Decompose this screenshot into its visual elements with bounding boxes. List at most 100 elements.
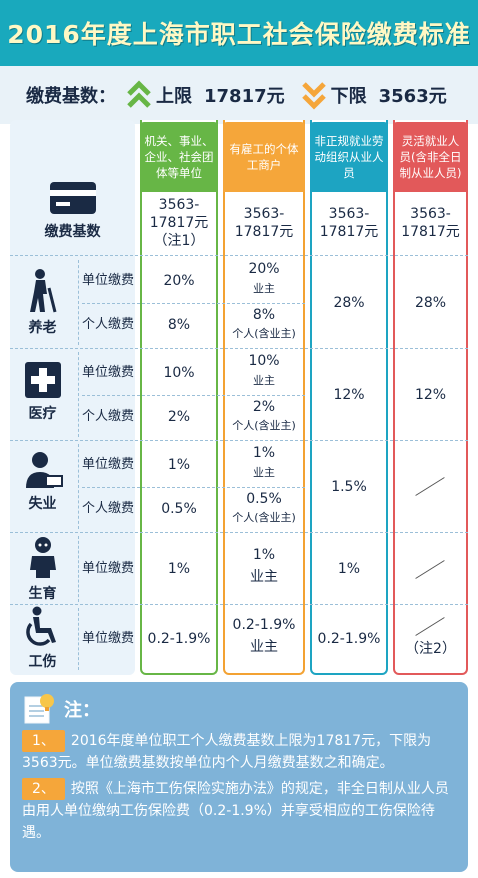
notes-panel: 注： 1、 2016年度单位职工个人缴费基数上限为17817元，下限为3563元。… [10, 682, 468, 872]
pension-category: 养老 [10, 268, 75, 337]
column-header-flexible: 灵活就业人员(含非全日制从业人员) [393, 122, 468, 192]
pension-hu-personal: 8% [252, 307, 276, 323]
row-divider [10, 532, 468, 533]
unemployment-hu-personal-note: 个人(含业主) [232, 511, 296, 524]
column-3-bg [310, 120, 388, 675]
unemployment-hu-unit: 1% [252, 445, 276, 461]
unemployment-personal-value: 0.5% [161, 501, 197, 517]
injury-informal: 0.2-1.9% [317, 631, 381, 647]
injury-hu-unit-note: 业主 [250, 639, 278, 655]
row-divider [10, 348, 468, 349]
upper-value: 17817元 [204, 86, 285, 107]
maternity-category: 生育 [10, 536, 75, 603]
pension-hu-personal-note: 个人(含业主) [232, 327, 296, 340]
lower-value: 3563元 [378, 86, 447, 107]
unemployment-unit-label: 单位缴费 [82, 457, 135, 472]
medical-hu-personal: 2% [252, 399, 276, 415]
note-tag: 2、 [22, 778, 65, 800]
medical-label: 医疗 [28, 406, 57, 422]
pension-personal-value: 8% [167, 317, 191, 333]
row-divider [10, 440, 468, 441]
maternity-hu-unit-note: 业主 [250, 569, 278, 585]
row-divider [10, 255, 468, 256]
medical-personal-value: 2% [167, 409, 191, 425]
baby-icon [29, 537, 56, 578]
page-title: 2016年度上海市职工社会保险缴费标准 [7, 20, 471, 49]
unemployment-hu-personal: 0.5% [246, 491, 282, 507]
note-tag: 1、 [22, 730, 65, 752]
lightbulb-icon [24, 694, 54, 724]
base-value-3: 3563-17817元 [319, 206, 379, 240]
maternity-label: 生育 [28, 586, 57, 602]
row-divider [82, 487, 305, 488]
medical-flexible: 12% [414, 387, 447, 403]
sub-divider [78, 352, 79, 437]
maternity-unit-label: 单位缴费 [82, 561, 135, 576]
unemployment-informal: 1.5% [331, 479, 367, 495]
injury-unit-label: 单位缴费 [82, 631, 135, 646]
column-4-bg [393, 120, 468, 675]
title-bar: 2016年度上海市职工社会保险缴费标准 [0, 0, 478, 66]
row-divider [10, 604, 468, 605]
maternity-unit-value: 1% [167, 561, 191, 577]
pension-informal: 28% [333, 295, 365, 311]
base-category-label: 缴费基数 [44, 224, 101, 240]
column-header-units: 机关、事业、企业、社会团体等单位 [140, 122, 218, 192]
injury-label: 工伤 [28, 654, 57, 670]
row-divider [82, 395, 305, 396]
note-item: 2、 按照《上海市工伤保险实施办法》的规定，非全日制从业人员由用人单位缴纳工伤保险… [22, 778, 456, 844]
column-1-bg [140, 120, 218, 675]
medical-personal-label: 个人缴费 [82, 409, 135, 424]
chevron-down-icon [301, 82, 326, 110]
medical-unit-value: 10% [163, 365, 195, 381]
note-item: 1、 2016年度单位职工个人缴费基数上限为17817元，下限为3563元。单位缴… [22, 730, 456, 774]
medical-informal: 12% [333, 387, 365, 403]
medical-hu-unit-note: 业主 [253, 374, 275, 387]
unemployment-hu-unit-note: 业主 [253, 466, 275, 479]
sub-divider [78, 536, 79, 602]
base-label: 缴费基数： [26, 86, 116, 107]
pension-hu-unit: 20% [248, 261, 280, 277]
lower-label: 下限 [330, 86, 367, 107]
injury-hu-unit: 0.2-1.9% [232, 617, 296, 633]
worker-icon [25, 452, 63, 488]
medical-unit-label: 单位缴费 [82, 365, 135, 380]
pension-hu-unit-note: 业主 [253, 282, 275, 295]
injury-flexible-note: （注2） [405, 641, 456, 657]
base-category: 缴费基数 [10, 178, 135, 241]
row-divider [82, 303, 305, 304]
upper-label: 上限 [156, 86, 192, 107]
pension-unit-value: 20% [163, 273, 195, 289]
medical-hu-unit: 10% [248, 353, 280, 369]
elderly-icon [29, 269, 56, 313]
card-icon [49, 182, 96, 214]
injury-category: 工伤 [10, 606, 75, 671]
notes-heading: 注： [64, 700, 100, 721]
notes-header: 注： [22, 692, 456, 726]
wheelchair-icon [25, 606, 56, 646]
base-value-4: 3563-17817元 [401, 206, 460, 240]
pension-flexible: 28% [414, 295, 447, 311]
chevron-up-icon [127, 80, 151, 108]
rate-table: 机关、事业、企业、社会团体等单位 有雇工的个体工商户 非正规就业劳动组织从业人员… [10, 120, 468, 675]
sub-divider [78, 260, 79, 345]
medical-hu-personal-note: 个人(含业主) [232, 419, 296, 432]
note-text: 2016年度单位职工个人缴费基数上限为17817元，下限为3563元。单位缴费基… [22, 733, 432, 771]
column-header-self-employed: 有雇工的个体工商户 [223, 122, 305, 192]
unemployment-label: 失业 [28, 496, 57, 512]
unemployment-unit-value: 1% [167, 457, 191, 473]
pension-label: 养老 [28, 320, 57, 336]
unemployment-personal-label: 个人缴费 [82, 501, 135, 516]
column-header-informal: 非正规就业劳动组织从业人员 [310, 122, 388, 192]
column-2-bg [223, 120, 305, 675]
maternity-informal: 1% [337, 561, 361, 577]
sub-divider [78, 608, 79, 670]
pension-personal-label: 个人缴费 [82, 317, 135, 332]
unemployment-category: 失业 [10, 450, 75, 513]
sub-divider [78, 444, 79, 529]
medical-category: 医疗 [10, 360, 75, 423]
base-value-1: 3563-17817元（注1） [149, 197, 209, 249]
base-bar: 缴费基数： 上限 17817元 下限 3563元 [0, 66, 478, 124]
base-value-2: 3563-17817元 [234, 206, 294, 240]
injury-unit-value: 0.2-1.9% [147, 631, 211, 647]
